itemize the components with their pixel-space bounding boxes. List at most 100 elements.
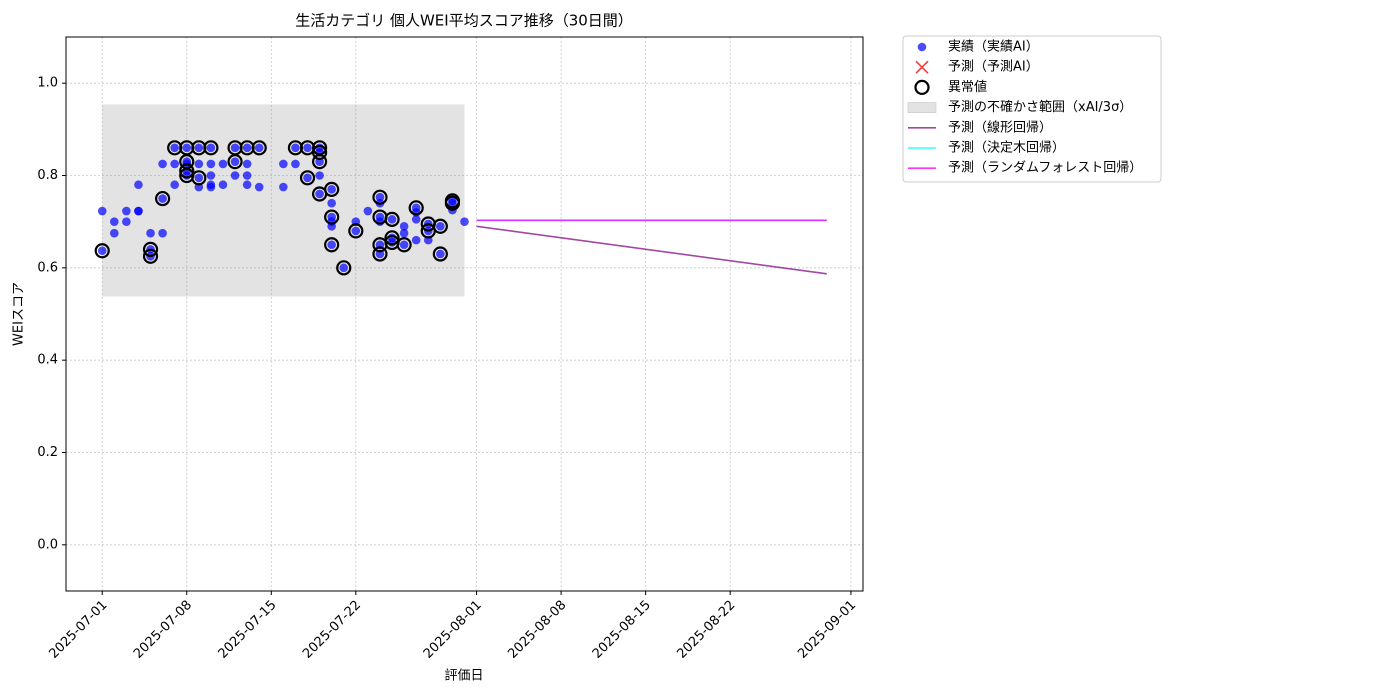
actual-point [436,249,445,259]
anomaly-ring [408,200,424,216]
anomaly-ring [142,248,159,264]
legend-marker [917,42,927,52]
legend-label: 予測（ランダムフォレスト回帰） [948,160,1142,176]
actual-point [291,159,300,169]
anomaly-ring [384,211,400,227]
actual-point [182,143,192,153]
x-tick-label: 2025-07-01 [46,598,110,662]
anomaly-ring [444,193,461,209]
anomaly-ring [336,260,352,276]
anomaly-ring [203,140,219,156]
anomaly-ring [94,243,110,259]
x-tick-label: 2025-08-08 [505,598,569,662]
x-tick-label: 2025-08-15 [590,598,654,662]
plot-frame [65,36,864,592]
y-tick-label: 1.0 [37,76,58,91]
legend-marker [914,79,930,96]
actual-point [279,159,288,169]
anomaly-ring [372,246,388,262]
actual-point [206,171,216,180]
actual-point [399,228,409,238]
actual-point [242,180,252,190]
actual-point [363,206,373,216]
y-tick-label: 0.2 [37,445,58,460]
actual-point [230,143,240,153]
actual-point [279,182,288,192]
anomaly-ring [348,223,364,239]
anomaly-ring [191,170,207,186]
anomaly-ring [142,241,159,257]
y-tick-label: 0.8 [37,168,58,183]
actual-point [134,206,143,216]
anomaly-ring [251,140,267,156]
actual-point [110,228,119,238]
anomaly-ring [299,170,316,186]
anomaly-ring [372,189,388,205]
actual-point [327,185,336,194]
actual-point [194,173,204,183]
actual-point [351,226,361,236]
actual-point [339,263,349,273]
y-tick-label: 0.0 [37,537,58,552]
anomaly-ring [311,144,328,161]
actual-point [315,171,324,180]
anomaly-ring [227,154,243,170]
actual-point [206,180,216,190]
actual-point [170,159,179,169]
anomaly-ring [324,181,340,197]
actual-point [158,159,167,169]
legend-label: 予測の不確かさ範囲（xAI/3σ） [948,99,1132,115]
actual-point [170,180,179,190]
legend-label: 異常値 [948,79,987,95]
anomaly-ring [324,237,340,253]
actual-point [97,206,107,216]
actual-point [387,215,397,224]
actual-point [97,246,107,256]
actual-point [146,228,155,238]
actual-point [399,240,409,250]
actual-point [218,159,228,169]
actual-point [194,143,204,153]
legend-label: 予測（予測AI） [948,60,1039,75]
y-tick-label: 0.4 [37,353,58,368]
y-axis-label: WEIスコア [12,282,27,346]
anomaly-ring [432,218,448,234]
anomaly-ring [155,190,171,207]
chart-title: 生活カテゴリ 個人WEI平均スコア推移（30日間） [295,12,633,30]
actual-point [411,235,421,245]
actual-point [254,182,264,192]
actual-point [230,157,240,166]
x-axis-label: 評価日 [444,669,483,684]
legend-label: 予測（線形回帰） [948,119,1052,135]
actual-point [375,192,385,202]
actual-point [170,143,179,153]
x-tick-label: 2025-08-01 [421,598,485,662]
actual-point [399,221,409,231]
y-tick-label: 0.6 [37,260,58,275]
anomaly-ring [311,154,328,170]
actual-point [315,189,324,199]
legend-marker [915,60,929,74]
anomaly-ring [179,163,195,179]
x-tick-label: 2025-07-08 [131,598,195,662]
actual-point [327,240,336,250]
actual-point [206,143,216,153]
actual-point [218,180,228,190]
actual-point [303,173,312,183]
actual-point [134,180,143,190]
actual-point [242,159,252,169]
actual-point [327,198,336,208]
anomaly-ring [324,209,340,225]
actual-point [194,159,204,169]
legend-label: 予測（決定木回帰） [948,140,1065,156]
actual-point [242,171,252,180]
actual-point [448,196,457,206]
actual-point [291,143,300,153]
actual-point [303,143,312,153]
anomaly-ring [384,230,400,246]
actual-point [122,217,131,226]
actual-point [411,215,421,224]
actual-point [230,171,240,180]
legend-box [902,35,1162,183]
